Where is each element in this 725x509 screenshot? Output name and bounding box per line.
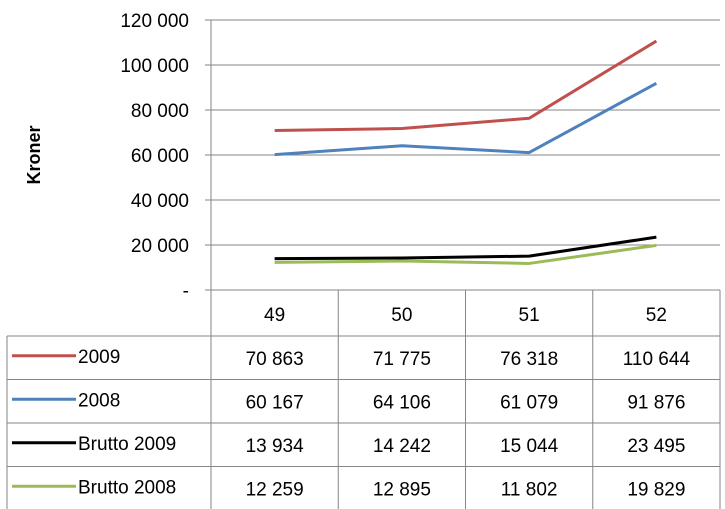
y-tick-label: 40 000 (131, 191, 189, 212)
legend-label: 2008 (78, 390, 120, 411)
gridlines (205, 19, 720, 291)
data-label: 76 318 (500, 349, 558, 370)
legend-label: 2009 (78, 347, 120, 368)
y-tick-label: 80 000 (131, 101, 189, 122)
data-label: 71 775 (373, 349, 431, 370)
y-tick-label: 60 000 (131, 146, 189, 167)
legend-label: Brutto 2008 (78, 477, 176, 498)
y-tick-label: - (183, 281, 189, 302)
legend-label: Brutto 2009 (78, 434, 176, 455)
x-tick-label: 50 (391, 305, 412, 326)
data-label: 15 044 (500, 436, 559, 457)
data-label: 70 863 (246, 349, 304, 370)
data-label: 91 876 (627, 392, 685, 413)
data-table: 49 50 51 52 2009 70 863 71 775 76 318 110 644 200… (6, 289, 721, 509)
y-tick-label: 20 000 (131, 236, 189, 257)
x-tick-label: 52 (646, 305, 667, 326)
data-label: 110 644 (623, 349, 691, 370)
series-line-2009 (274, 39, 658, 133)
y-tick-label: 100 000 (120, 56, 189, 77)
series-line-2008 (274, 81, 658, 157)
y-tick-labels: - 20 000 40 000 60 000 80 000 100 000 120 000 (120, 11, 189, 302)
data-label: 19 829 (627, 479, 685, 500)
data-label: 14 242 (373, 436, 431, 457)
data-label: 61 079 (500, 392, 558, 413)
series-line-brutto-2009 (274, 235, 657, 261)
data-label: 12 895 (373, 479, 431, 500)
y-tick-label: 120 000 (120, 11, 189, 32)
data-label: 23 495 (627, 436, 685, 457)
x-tick-label: 51 (519, 305, 540, 326)
data-label: 60 167 (246, 392, 304, 413)
data-label: 64 106 (373, 392, 431, 413)
series-lines (274, 39, 658, 265)
x-tick-label: 49 (264, 305, 285, 326)
data-label: 11 802 (501, 479, 558, 500)
series-line-brutto-2008 (274, 243, 657, 265)
y-axis-label: Kroner (24, 125, 44, 184)
data-label: 12 259 (246, 479, 304, 500)
data-label: 13 934 (246, 436, 305, 457)
